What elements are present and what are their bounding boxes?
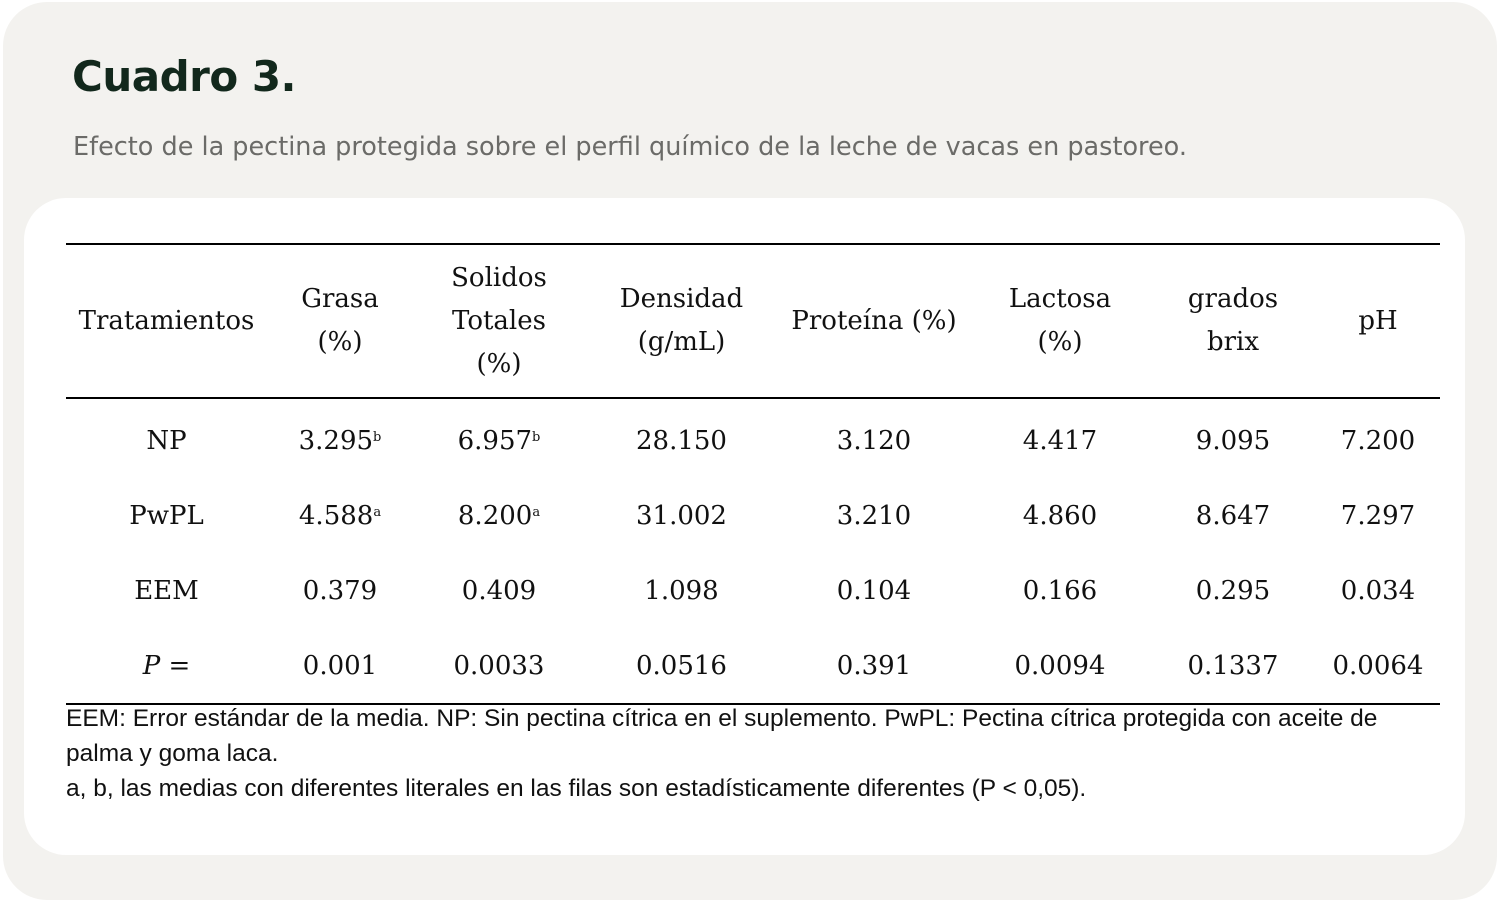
cell-value: 0.0516 (636, 650, 727, 681)
table-cell: 28.150 (585, 398, 778, 478)
cell-value: 6.957 (457, 425, 533, 456)
cell-value: 1.098 (644, 575, 719, 606)
table-cell: 9.095 (1150, 398, 1316, 478)
cell-value: 31.002 (636, 500, 727, 531)
table-panel (24, 198, 1465, 855)
table-cell: 7.200 (1316, 398, 1440, 478)
cell-value: 28.150 (636, 425, 727, 456)
table-cell: 0.295 (1150, 553, 1316, 628)
cell-value: 0.001 (302, 650, 378, 681)
table-subtitle: Efecto de la pectina protegida sobre el … (73, 132, 1187, 162)
cell-value: 0.0033 (453, 650, 545, 681)
cell-value: 8.200 (457, 500, 533, 531)
table-cell: 0.0094 (970, 628, 1150, 704)
column-header-line: (%) (1037, 327, 1083, 357)
column-header: grados brix (1150, 244, 1316, 398)
cell-value: 0.295 (1195, 575, 1271, 606)
column-header-line: Tratamientos (78, 305, 255, 336)
table-cell: 0.409 (413, 553, 585, 628)
cell-value: 0.0064 (1332, 650, 1424, 681)
significance-letter: b (532, 429, 541, 445)
cell-value: 9.095 (1195, 425, 1271, 456)
cell-value: 3.210 (836, 500, 912, 531)
column-header: Tratamientos (66, 244, 267, 398)
cell-value: 0.104 (836, 575, 912, 606)
cell-value: 3.120 (836, 425, 912, 456)
table-row: NP 3.295b 6.957b 28.150 3.120 4.417 9.095 7.200 (66, 398, 1440, 478)
significance-letter: b (373, 429, 382, 445)
table-cell: 8.200a (413, 478, 585, 553)
column-header-line: pH (1358, 305, 1398, 336)
table-cell: 0.001 (267, 628, 413, 704)
significance-letter: a (373, 504, 382, 520)
table-cell: 0.104 (778, 553, 970, 628)
column-header-line: Grasa (301, 284, 379, 314)
cell-value: 0.0094 (1014, 650, 1106, 681)
table-cell: 4.860 (970, 478, 1150, 553)
table-title: Cuadro 3. (72, 52, 297, 101)
footnote: EEM: Error estándar de la media. NP: Sin… (66, 705, 1378, 767)
table-cell: 0.0064 (1316, 628, 1440, 704)
table-cell: 0.034 (1316, 553, 1440, 628)
table-cell: 0.166 (970, 553, 1150, 628)
cell-value: 4.417 (1022, 425, 1098, 456)
column-header: Solidos Totales (%) (413, 244, 585, 398)
cell-value: 7.200 (1340, 425, 1416, 456)
cell-value: 0.379 (302, 575, 378, 606)
table-cell: 3.120 (778, 398, 970, 478)
cell-value: 0.409 (461, 575, 537, 606)
row-label: P = (142, 650, 191, 681)
cell-value: 8.647 (1195, 500, 1271, 531)
cell-value: 0.034 (1340, 575, 1416, 606)
cell-value: 4.588 (298, 500, 374, 531)
column-header: Densidad (g/mL) (585, 244, 778, 398)
row-label: NP (146, 425, 187, 456)
table-row: EEM 0.379 0.409 1.098 0.104 0.166 0.295 0.034 (66, 553, 1440, 628)
table-cell: 3.210 (778, 478, 970, 553)
cell-value: 4.860 (1022, 500, 1098, 531)
header-row: Tratamientos Grasa (%) Solidos Totales (%) Den… (66, 244, 1440, 398)
column-header-line: Totales (452, 305, 546, 336)
column-header-line: (%) (476, 348, 522, 379)
table-cell: 0.1337 (1150, 628, 1316, 704)
table-cell: 3.295b (267, 398, 413, 478)
cell-value: 3.295 (298, 425, 374, 456)
cell-value: 0.166 (1022, 575, 1098, 606)
cell-value: 0.1337 (1187, 650, 1279, 681)
table-row: P = 0.001 0.0033 0.0516 0.391 0.0094 0.1337 0.0… (66, 628, 1440, 704)
row-label: PwPL (129, 500, 204, 531)
table-cell: 7.297 (1316, 478, 1440, 553)
column-header-line: Proteína (%) (791, 305, 957, 336)
cell-value: 7.297 (1340, 500, 1416, 531)
footnotes: EEM: Error estándar de la media. NP: Sin… (66, 701, 1446, 806)
table-cell: 6.957b (413, 398, 585, 478)
table-cell: 8.647 (1150, 478, 1316, 553)
column-header: Proteína (%) (778, 244, 970, 398)
table-cell: 1.098 (585, 553, 778, 628)
column-header-line: (%) (317, 327, 363, 357)
table-cell: 4.588a (267, 478, 413, 553)
column-header-line: Solidos (451, 262, 547, 293)
table-cell: 0.0033 (413, 628, 585, 704)
column-header: Grasa (%) (267, 244, 413, 398)
column-header-line: Lactosa (1008, 284, 1112, 314)
table-cell: 4.417 (970, 398, 1150, 478)
table-cell: 0.391 (778, 628, 970, 704)
column-header: Lactosa (%) (970, 244, 1150, 398)
table-cell: 31.002 (585, 478, 778, 553)
column-header-line: (g/mL) (637, 327, 726, 357)
cell-value: 0.391 (836, 650, 912, 681)
row-label: EEM (134, 575, 199, 606)
table-row: PwPL 4.588a 8.200a 31.002 3.210 4.860 8.647 7.2… (66, 478, 1440, 553)
column-header: pH (1316, 244, 1440, 398)
footnote: a, b, las medias con diferentes literale… (66, 775, 1087, 802)
column-header-line: brix (1206, 327, 1260, 357)
data-table: Tratamientos Grasa (%) Solidos Totales (%) Den… (66, 243, 1440, 705)
table-cell: 0.0516 (585, 628, 778, 704)
significance-letter: a (532, 504, 541, 520)
table-cell: 0.379 (267, 553, 413, 628)
column-header-line: grados (1187, 284, 1279, 314)
column-header-line: Densidad (619, 284, 744, 314)
